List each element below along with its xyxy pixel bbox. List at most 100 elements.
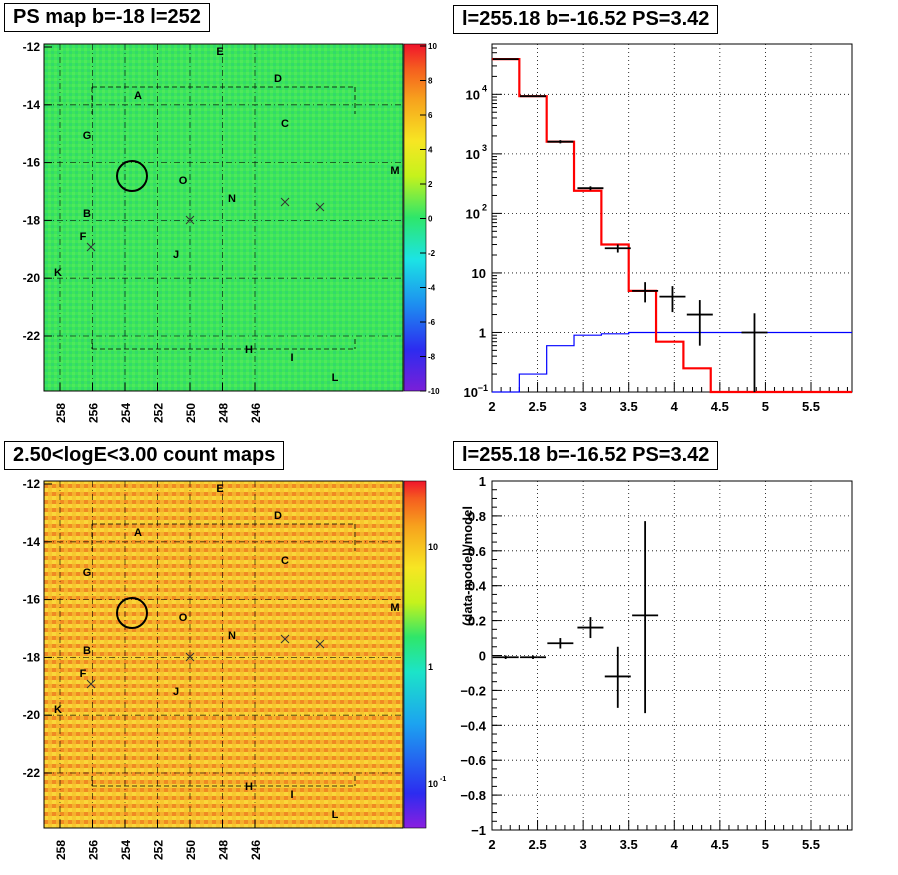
x-tick-label: 254: [119, 840, 133, 860]
region-label: M: [390, 602, 399, 614]
x-tick-label: 256: [87, 403, 101, 423]
y-tick-label: -14: [23, 98, 41, 112]
region-label: I: [290, 352, 293, 364]
region-label: J: [173, 249, 179, 261]
region-label: N: [228, 630, 236, 642]
plot-frame: [491, 43, 853, 393]
region-label: O: [179, 612, 188, 624]
region-boundary: [91, 86, 356, 114]
colorbar-tick-label: -10: [428, 387, 440, 396]
colorbar-tick-label: 10: [428, 779, 438, 789]
background-curve: [492, 331, 852, 393]
region-label: D: [274, 73, 282, 85]
x-tick-label: 3.5: [620, 837, 638, 852]
region-boundary: [91, 523, 356, 551]
y-tick-label: -18: [23, 650, 41, 664]
source-marker: [280, 634, 290, 644]
region-label: M: [390, 165, 399, 177]
region-label: K: [54, 704, 62, 716]
residual-title: l=255.18 b=-16.52 PS=3.42: [453, 441, 719, 470]
colorbar-tick-label: -8: [428, 353, 436, 362]
x-tick-label: 5: [762, 399, 769, 414]
colorbar-tick-label: -1: [440, 776, 446, 783]
x-tick-label: 250: [184, 840, 198, 860]
x-tick-label: 246: [249, 840, 263, 860]
region-label: J: [173, 686, 179, 698]
y-tick-label: 0: [479, 649, 486, 664]
region-label: L: [332, 809, 339, 821]
x-tick-label: 248: [217, 403, 231, 423]
region-label: N: [228, 193, 236, 205]
x-tick-label: 2: [488, 399, 495, 414]
x-tick-label: 246: [249, 403, 263, 423]
colorbar-tick-label: -4: [428, 284, 436, 293]
x-tick-label: 4: [671, 399, 679, 414]
region-label: I: [290, 789, 293, 801]
colorbar: [403, 480, 427, 829]
y-tick-label: -20: [23, 271, 41, 285]
target-circle: [116, 160, 148, 192]
y-tick-label: -12: [23, 40, 41, 54]
ps-map-title: PS map b=-18 l=252: [4, 3, 210, 32]
region-label: H: [245, 344, 253, 356]
y-tick-label: 10: [466, 206, 480, 221]
region-boundary: [91, 776, 356, 787]
region-label: L: [332, 372, 339, 384]
x-tick-label: 4.5: [711, 399, 729, 414]
x-tick-label: 5.5: [802, 399, 820, 414]
y-tick-label: −0.6: [460, 753, 486, 768]
colorbar-tick-label: 0: [428, 215, 433, 224]
region-label: F: [80, 231, 87, 243]
x-tick-label: 258: [54, 403, 68, 423]
region-label: E: [216, 46, 223, 58]
region-label: G: [83, 567, 92, 579]
x-tick-label: 250: [184, 403, 198, 423]
colorbar-tick-label: 6: [428, 111, 433, 120]
y-tick-label: −0.4: [460, 718, 486, 733]
ps-map-panel: 258 256 254 252 250 248 246-12-14-16-18-20-22E…: [23, 40, 440, 423]
residual-panel: 2 2.5 3 3.5 4 4.5 5 5.5 1 0.8 0.6 0.4 0.2 0 −0.2 −0.4 −0…: [460, 474, 853, 852]
y-tick-label: 1: [479, 325, 486, 340]
y-tick-label: 10: [464, 385, 478, 400]
source-marker: [86, 679, 96, 689]
map-area: [43, 480, 404, 829]
region-label: C: [281, 118, 289, 130]
y-tick-label: 0.6: [468, 544, 486, 559]
y-tick-label: −0.2: [460, 683, 486, 698]
y-tick-label: 3: [482, 143, 487, 153]
colorbar: [403, 43, 427, 392]
region-label: O: [179, 175, 188, 187]
y-tick-label: 10: [466, 147, 480, 162]
source-marker: [280, 197, 290, 207]
colorbar-tick-label: 1: [428, 662, 433, 672]
x-tick-label: 5: [762, 837, 769, 852]
y-tick-label: 0.2: [468, 614, 486, 629]
y-tick-label: 4: [482, 83, 487, 93]
colorbar-tick-label: -2: [428, 249, 436, 258]
y-tick-label: 2: [482, 202, 487, 212]
x-tick-label: 3: [580, 399, 587, 414]
y-tick-label: −1: [478, 383, 488, 393]
map-area: [43, 43, 404, 392]
y-tick-label: -16: [23, 156, 41, 170]
y-tick-label: 10: [466, 87, 480, 102]
x-tick-label: 3.5: [620, 399, 638, 414]
source-marker: [86, 242, 96, 252]
source-marker: [315, 202, 325, 212]
region-label: D: [274, 510, 282, 522]
x-tick-label: 4: [671, 837, 679, 852]
x-tick-label: 256: [87, 840, 101, 860]
y-tick-label: -22: [23, 329, 41, 343]
region-label: F: [80, 668, 87, 680]
region-label: G: [83, 130, 92, 142]
y-tick-label: -22: [23, 766, 41, 780]
target-circle: [116, 597, 148, 629]
x-tick-label: 4.5: [711, 837, 729, 852]
y-tick-label: 0.8: [468, 509, 486, 524]
region-label: B: [83, 208, 91, 220]
y-tick-label: -20: [23, 708, 41, 722]
region-label: A: [134, 90, 142, 102]
y-tick-label: 10: [472, 266, 486, 281]
